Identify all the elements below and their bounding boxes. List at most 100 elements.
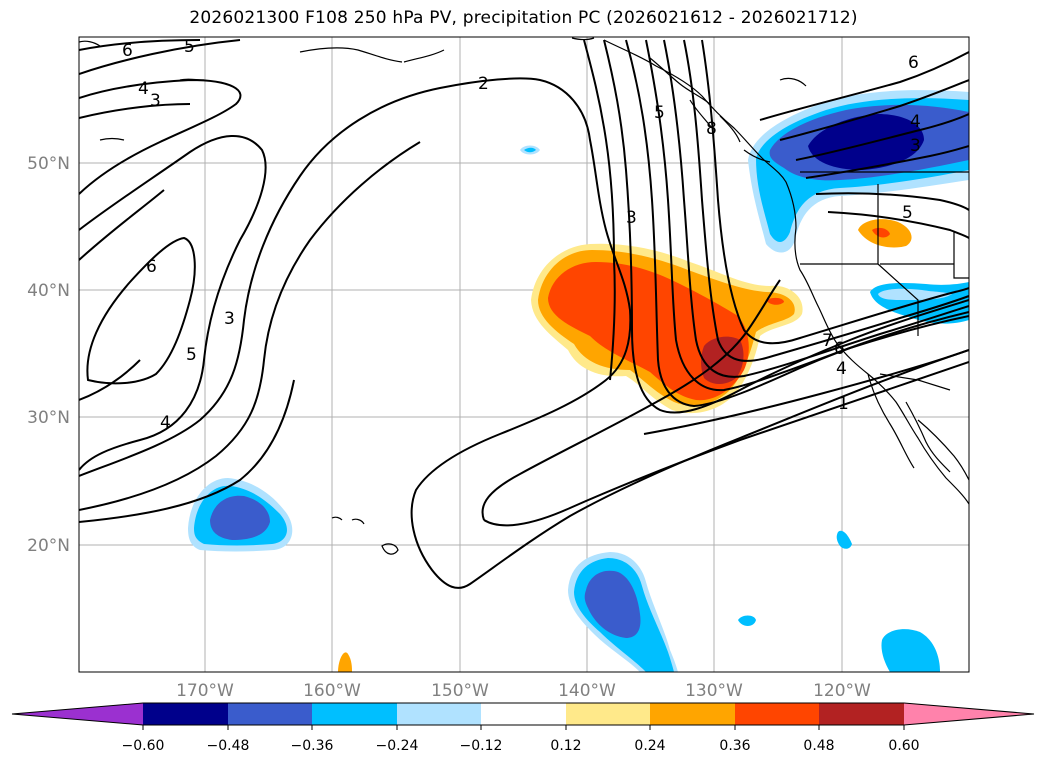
- precip-anomaly-bottom-spot: [338, 652, 352, 672]
- pv-contour-2: [79, 77, 969, 589]
- baja-west: [867, 373, 915, 469]
- colorbar-bin: [143, 703, 228, 725]
- pv-contours: [79, 39, 969, 589]
- pv-label: 3: [910, 136, 921, 156]
- mexico-mainland: [917, 419, 969, 481]
- pv-label: 5: [654, 103, 665, 123]
- colorbar-tick-label: −0.48: [207, 738, 250, 754]
- pv-label: 4: [138, 79, 149, 99]
- pv-contour-4-west: [79, 379, 295, 523]
- pv-contour-7-trough: [683, 39, 969, 362]
- colorbar-bin: [481, 703, 566, 725]
- colorbar: −0.60 −0.48 −0.36 −0.24 −0.12 0.12 0.24 …: [11, 702, 1035, 754]
- pv-label: 8: [706, 119, 717, 139]
- pv-contour-top-1: [79, 39, 201, 51]
- baja-east: [905, 401, 951, 473]
- latitude-labels: 50°N 40°N 30°N 20°N: [27, 154, 70, 556]
- precip-anomaly-spot-3: [836, 530, 852, 549]
- lat-label-20n: 20°N: [27, 536, 70, 556]
- pv-contour-ne-2: [779, 79, 969, 141]
- plot-contents: 1 2 3 3 3 3 4 4 4 4 5 5 5 5 6 6 6 6 7 8: [79, 37, 969, 672]
- colorbar-bin: [228, 703, 312, 725]
- pv-contour-1: [643, 349, 969, 435]
- pv-contour-ne-4: [805, 145, 969, 179]
- colorbar-over-triangle: [904, 703, 1034, 725]
- pv-contour-6-trough: [663, 39, 969, 378]
- hawaii-oahu: [331, 516, 343, 521]
- colorbar-bin: [819, 703, 904, 725]
- aleutian-islands-west: [99, 137, 125, 141]
- hawaii-big-island: [381, 543, 399, 555]
- precip-anomaly-spot-1-core: [524, 147, 536, 153]
- lon-label-120w: 120°W: [813, 681, 871, 701]
- longitude-labels: 170°W 160°W 150°W 140°W 130°W 120°W: [176, 681, 871, 701]
- pv-label: 3: [150, 91, 161, 111]
- utah-border: [953, 232, 969, 279]
- pv-contour-ne-1: [759, 51, 969, 121]
- gulf-coast-north: [571, 37, 595, 41]
- pv-label: 4: [836, 359, 847, 379]
- colorbar-tick-label: −0.36: [291, 738, 334, 754]
- pv-label: 5: [902, 203, 913, 223]
- lat-label-40n: 40°N: [27, 281, 70, 301]
- colorbar-ticks: [142, 725, 905, 730]
- pv-contour-3-trough-2: [603, 39, 969, 414]
- pv-contour-west-5: [79, 189, 165, 261]
- colorbar-tick-label: 0.12: [550, 738, 581, 754]
- pv-contour-top-2: [79, 39, 241, 75]
- colorbar-bin: [312, 703, 397, 725]
- pv-label: 3: [224, 309, 235, 329]
- pv-label: 6: [122, 41, 133, 61]
- california-nevada-border: [877, 263, 919, 336]
- pv-label: 4: [160, 413, 171, 433]
- pv-contour-8-trough: [701, 39, 969, 345]
- pv-contour-ne-5: [815, 192, 969, 211]
- panhandle-islands-2: [689, 99, 713, 129]
- precip-anomaly-small-cell: [766, 297, 784, 305]
- pv-contour-lower-2: [483, 361, 969, 527]
- colorbar-tick-label: 0.36: [719, 738, 750, 754]
- pv-label: 2: [478, 74, 489, 94]
- interior-lake: [779, 77, 807, 87]
- pv-contour-nw-4: [79, 103, 191, 119]
- lon-label-160w: 160°W: [303, 681, 361, 701]
- colorbar-tick-label: −0.60: [122, 738, 165, 754]
- lat-label-30n: 30°N: [27, 408, 70, 428]
- map-title: 2026021300 F108 250 hPa PV, precipitatio…: [189, 8, 858, 28]
- pv-contour-6-ring: [79, 135, 267, 471]
- colorbar-tick-label: 0.60: [888, 738, 919, 754]
- precip-anomaly-spot-2: [738, 615, 756, 626]
- alaska-peninsula-coast: [299, 47, 403, 63]
- pv-label: 5: [184, 37, 195, 57]
- lon-label-170w: 170°W: [176, 681, 234, 701]
- precip-anomaly-southeast: [881, 629, 940, 672]
- colorbar-bin: [566, 703, 650, 725]
- colorbar-tick-label: −0.24: [376, 738, 419, 754]
- lon-label-130w: 130°W: [685, 681, 743, 701]
- colorbar-tick-label: 0.24: [634, 738, 665, 754]
- pv-label: 1: [838, 394, 849, 414]
- colorbar-bin: [397, 703, 481, 725]
- colorbar-bin: [735, 703, 819, 725]
- pv-contour-5-trough: [645, 39, 969, 392]
- pv-contour-west-4: [79, 359, 141, 401]
- precip-anomaly-south-048: [584, 570, 641, 638]
- plot-frame: [78, 36, 970, 673]
- lat-label-50n: 50°N: [27, 154, 70, 174]
- pv-contour-3-west: [79, 141, 421, 511]
- colorbar-bin: [650, 703, 735, 725]
- precip-anomaly-nevada-core: [872, 227, 890, 238]
- pv-contour-nw-3: [79, 78, 242, 195]
- colorbar-tick-label: 0.48: [803, 738, 834, 754]
- aleutian-coast: [79, 40, 101, 47]
- pv-label: 4: [910, 112, 921, 132]
- lon-label-150w: 150°W: [431, 681, 489, 701]
- pv-label: 6: [834, 339, 845, 359]
- pv-label: 5: [186, 345, 197, 365]
- lon-label-140w: 140°W: [558, 681, 616, 701]
- colorbar-tick-label: −0.12: [460, 738, 503, 754]
- haida-gwaii: [719, 115, 741, 143]
- pv-label: 7: [822, 331, 833, 351]
- hawaii-maui: [351, 518, 365, 525]
